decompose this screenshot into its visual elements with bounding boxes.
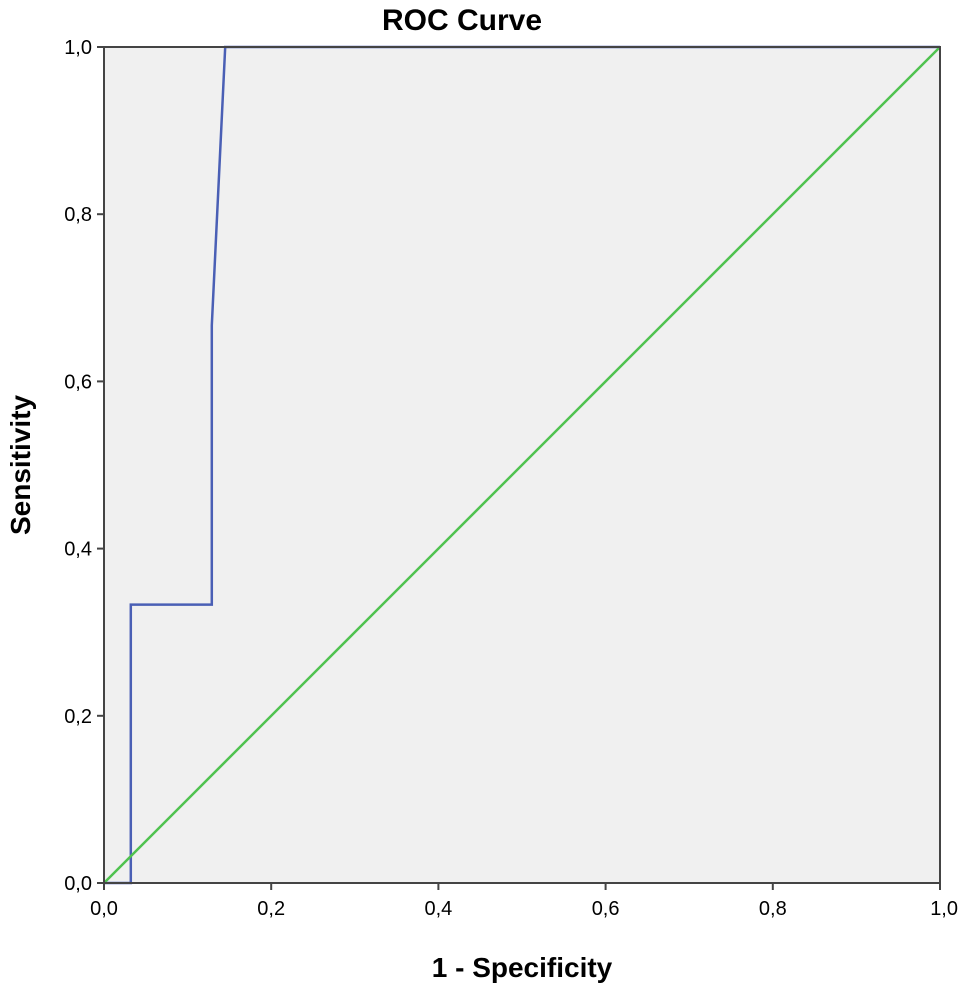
x-axis: 0,0 0,2 0,4 0,6 0,8 1,0 (90, 883, 958, 920)
x-tick-label: 1,0 (930, 898, 958, 920)
plot-frame (103, 46, 941, 884)
y-tick-label: 0,4 (64, 539, 92, 561)
x-tick-label: 0,4 (424, 898, 452, 920)
y-axis: 0,0 0,2 0,4 0,6 0,8 1,0 (64, 37, 104, 895)
x-tick-label: 0,2 (257, 898, 285, 920)
chart-title: ROC Curve (382, 4, 542, 37)
y-tick-label: 0,0 (64, 873, 92, 895)
x-axis-title: 1 - Specificity (432, 952, 613, 983)
x-tick-label: 0,6 (592, 898, 620, 920)
y-tick-label: 1,0 (64, 37, 92, 59)
reference-diagonal-line (103, 46, 941, 884)
y-tick-label: 0,2 (64, 706, 92, 728)
x-tick-label: 0,8 (759, 898, 787, 920)
y-tick-label: 0,8 (64, 204, 92, 226)
y-axis-title: Sensitivity (5, 395, 36, 535)
x-tick-label: 0,0 (90, 898, 118, 920)
y-tick-label: 0,6 (64, 371, 92, 393)
